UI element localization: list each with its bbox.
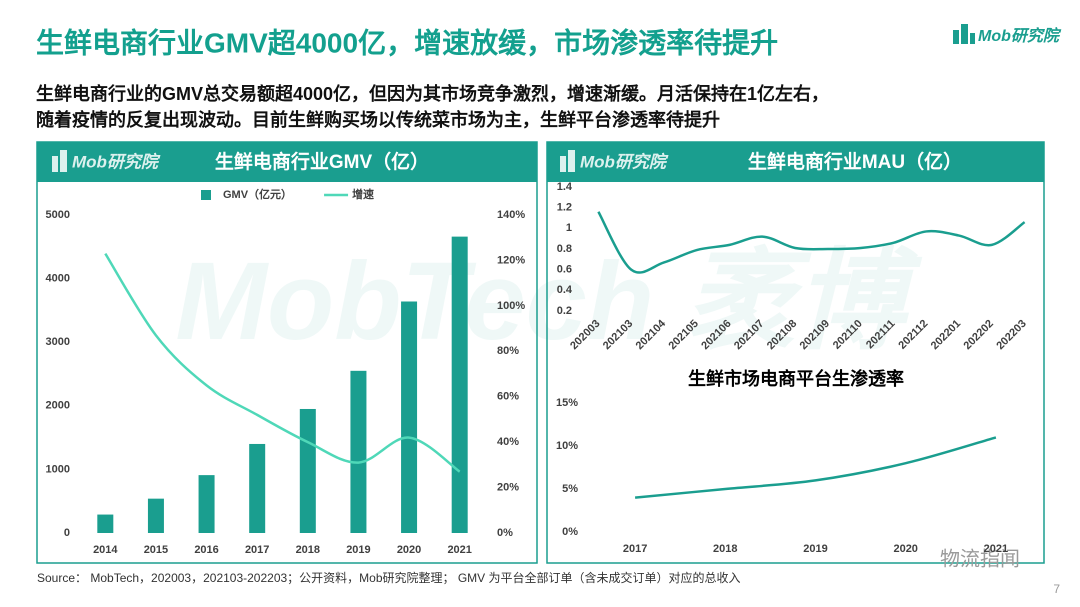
- bar: [198, 475, 215, 533]
- line: [597, 211, 1026, 274]
- x-tick-label: 2017: [245, 544, 269, 556]
- y-tick-label: 0.6: [557, 264, 572, 276]
- chart-title: 生鲜电商行业GMV（亿）: [215, 150, 429, 173]
- summary-line: 生鲜电商行业的GMV总交易额超4000亿，但因为其市场竞争激烈，增速渐缓。月活保…: [36, 83, 829, 104]
- y-tick-label: 1000: [46, 463, 70, 475]
- y2-tick-label: 0%: [497, 527, 513, 539]
- bar: [147, 498, 164, 533]
- x-tick-label: 2021: [447, 544, 471, 556]
- y-tick-label: 4000: [46, 273, 70, 285]
- logo-icon: [953, 30, 959, 44]
- bar: [451, 236, 468, 533]
- y-tick-label: 0.8: [557, 243, 572, 255]
- logo-icon: [568, 150, 575, 172]
- y2-tick-label: 60%: [497, 391, 519, 403]
- x-tick-label: 2020: [397, 544, 421, 556]
- y-tick-label: 5000: [46, 209, 70, 221]
- logo-text: Mob研究院: [580, 152, 669, 171]
- bar: [249, 443, 266, 533]
- legend-swatch: [201, 190, 211, 200]
- x-tick-label: 2019: [803, 543, 827, 555]
- x-tick-label: 2021: [984, 543, 1008, 555]
- watermark: MobTech 袤博: [175, 240, 922, 363]
- x-tick-label: 2020: [893, 543, 917, 555]
- watermark: 物流指闻: [940, 547, 1020, 570]
- line: [634, 436, 997, 499]
- y-tick-label: 1: [566, 222, 572, 234]
- page-number: 7: [1053, 582, 1060, 596]
- panel-logo: Mob研究院: [560, 150, 669, 172]
- logo-icon: [60, 150, 67, 172]
- panel-header: [37, 142, 537, 182]
- source-note: Source： MobTech，202003，202103-202203；公开资…: [37, 570, 741, 585]
- y-tick-label: 5%: [562, 483, 578, 495]
- logo-icon: [961, 24, 968, 44]
- bar: [97, 514, 114, 533]
- legend-label: 增速: [352, 187, 374, 201]
- y2-tick-label: 140%: [497, 209, 525, 221]
- chart-title: 生鲜电商行业MAU（亿）: [748, 150, 962, 173]
- bar: [299, 408, 316, 533]
- y-tick-label: 2000: [46, 400, 70, 412]
- y-tick-label: 0.2: [557, 305, 572, 317]
- y-tick-label: 0: [64, 527, 70, 539]
- logo-icon: [52, 156, 58, 172]
- x-tick-label: 2014: [93, 544, 118, 556]
- logo: Mob研究院: [953, 24, 1062, 45]
- y-tick-label: 1.4: [557, 181, 573, 193]
- y-tick-label: 0.4: [557, 284, 573, 296]
- bar: [401, 301, 418, 533]
- x-tick-label: 2015: [144, 544, 168, 556]
- logo-icon: [560, 156, 566, 172]
- x-tick-label: 2017: [623, 543, 647, 555]
- logo-icon: [970, 33, 975, 44]
- y2-tick-label: 20%: [497, 481, 519, 493]
- summary-line: 随着疫情的反复出现波动。目前生鲜购买场以传统菜市场为主，生鲜平台渗透率待提升: [36, 109, 720, 130]
- y-tick-label: 3000: [46, 336, 70, 348]
- y-tick-label: 10%: [556, 440, 578, 452]
- panel-logo: Mob研究院: [52, 150, 161, 172]
- logo-text: Mob研究院: [72, 152, 161, 171]
- panel-header: [547, 142, 1044, 182]
- x-tick-label: 2018: [296, 544, 320, 556]
- y2-tick-label: 40%: [497, 436, 519, 448]
- line: [104, 252, 461, 473]
- chart-title: 生鲜市场电商平台生渗透率: [688, 368, 904, 389]
- x-tick-label: 2016: [194, 544, 218, 556]
- x-tick-label: 2018: [713, 543, 737, 555]
- y-tick-label: 0%: [562, 526, 578, 538]
- y-tick-label: 1.2: [557, 202, 572, 214]
- y2-tick-label: 100%: [497, 300, 525, 312]
- y2-tick-label: 120%: [497, 254, 525, 266]
- bar: [350, 370, 367, 533]
- x-tick-label: 2019: [346, 544, 370, 556]
- slide-title: 生鲜电商行业GMV超4000亿，增速放缓，市场渗透率待提升: [36, 26, 778, 58]
- y-tick-label: 15%: [556, 397, 578, 409]
- legend-label: GMV（亿元）: [223, 187, 292, 201]
- y2-tick-label: 80%: [497, 345, 519, 357]
- logo-text: Mob研究院: [978, 27, 1062, 45]
